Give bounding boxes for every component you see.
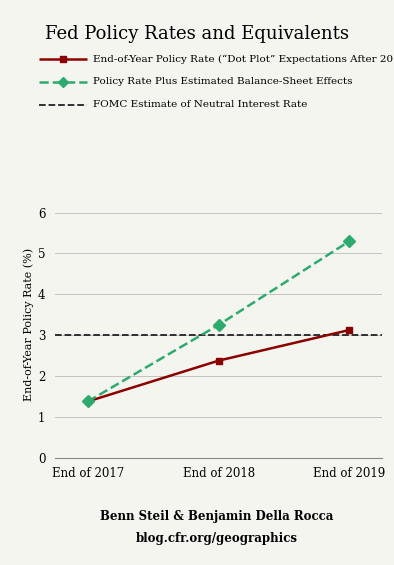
Text: FOMC Estimate of Neutral Interest Rate: FOMC Estimate of Neutral Interest Rate (93, 100, 307, 109)
Text: Policy Rate Plus Estimated Balance-Sheet Effects: Policy Rate Plus Estimated Balance-Sheet… (93, 77, 352, 86)
Text: blog.cfr.org/geographics: blog.cfr.org/geographics (136, 532, 298, 545)
Text: Benn Steil & Benjamin Della Rocca: Benn Steil & Benjamin Della Rocca (100, 510, 333, 523)
Text: End-of-Year Policy Rate (“Dot Plot” Expectations After 2017): End-of-Year Policy Rate (“Dot Plot” Expe… (93, 55, 394, 64)
Y-axis label: End-of-Year Policy Rate (%): End-of-Year Policy Rate (%) (23, 248, 34, 402)
Text: Fed Policy Rates and Equivalents: Fed Policy Rates and Equivalents (45, 25, 349, 44)
